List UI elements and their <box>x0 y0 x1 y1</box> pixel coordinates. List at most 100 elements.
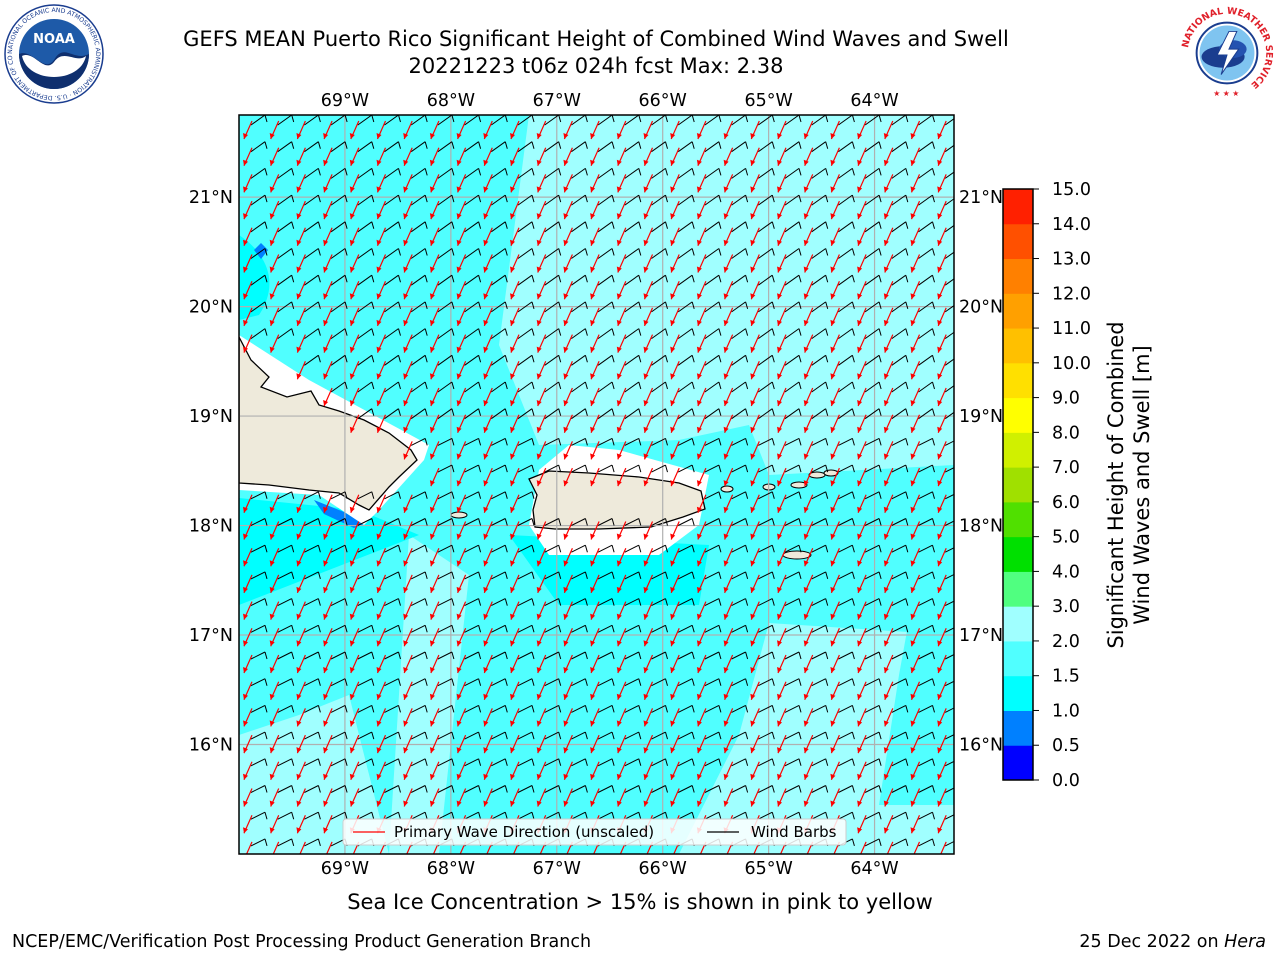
wave-direction-arrowhead <box>536 747 542 754</box>
lat-label-left: 16°N <box>189 736 233 756</box>
wave-direction-arrowhead <box>830 560 836 567</box>
wave-direction-arrowhead <box>376 560 382 567</box>
wave-direction-arrowhead <box>323 613 329 620</box>
puerto-rico-land <box>528 470 706 530</box>
wave-direction-arrowhead <box>830 506 836 513</box>
wind-barb-flag <box>584 328 588 336</box>
wave-direction-arrow <box>299 841 306 854</box>
wind-barb-flag <box>638 168 642 176</box>
wave-direction-arrowhead <box>376 159 382 166</box>
wave-direction-arrowhead <box>323 773 329 780</box>
wave-direction-arrowhead <box>403 293 409 300</box>
wave-direction-arrowhead <box>643 346 649 353</box>
wave-direction-arrowhead <box>269 266 275 273</box>
wind-barb <box>784 758 800 767</box>
wind-barb-flag <box>905 328 909 336</box>
wind-barb <box>571 221 586 233</box>
wind-barb-flag <box>905 438 909 446</box>
wind-barb <box>838 731 853 740</box>
wind-barb-flag <box>398 141 401 149</box>
wind-barb <box>357 354 373 366</box>
wind-barb <box>704 141 720 153</box>
wind-barb-flag <box>932 438 935 446</box>
wind-barb-flag <box>878 141 882 149</box>
wind-barb <box>864 167 880 179</box>
wave-direction-arrowhead <box>269 319 275 326</box>
wave-direction-arrowhead <box>590 533 596 540</box>
wind-barb-flag <box>371 545 375 553</box>
wave-direction-arrow <box>245 841 253 854</box>
wave-direction-arrowhead <box>696 533 702 540</box>
wave-direction-arrowhead <box>857 239 863 246</box>
wind-barb-flag <box>718 464 722 473</box>
wave-direction-arrowhead <box>269 693 275 700</box>
wind-barb-flag <box>371 355 375 363</box>
wind-barb-flag <box>291 678 295 686</box>
wave-direction-arrowhead <box>643 319 649 326</box>
wind-barb <box>758 301 773 313</box>
wind-barb-flag <box>718 705 722 713</box>
wind-barb <box>864 115 880 126</box>
wind-barb <box>544 167 559 179</box>
colorbar-segment <box>1003 675 1033 711</box>
wind-barb-flag <box>851 141 855 149</box>
wave-direction-arrowhead <box>910 400 916 406</box>
wind-barb <box>811 167 826 179</box>
wind-barb-flag <box>451 168 455 176</box>
wave-direction-arrowhead <box>296 720 302 727</box>
wind-barb <box>464 437 479 446</box>
wave-direction-arrowhead <box>403 426 409 433</box>
colorbar-segment <box>1003 432 1033 468</box>
wave-direction-arrowhead <box>616 426 622 433</box>
wind-barb <box>677 544 693 553</box>
wave-direction-arrowhead <box>696 186 702 193</box>
wind-barb <box>597 381 613 393</box>
wind-barb-flag <box>665 221 668 229</box>
wind-barb-flag <box>264 328 268 336</box>
wave-direction-arrowhead <box>536 400 542 406</box>
wind-barb-flag <box>878 464 882 473</box>
wave-direction-arrowhead <box>857 586 863 593</box>
wind-barb-flag <box>478 785 482 793</box>
wind-barb-flag <box>771 518 775 526</box>
wind-barb-flag <box>504 438 508 446</box>
wind-barb <box>784 731 800 740</box>
wind-barb-flag <box>718 355 722 363</box>
wind-barb-flag <box>504 598 508 606</box>
wind-barb <box>758 248 773 259</box>
wind-barb <box>918 785 933 793</box>
wind-barb <box>277 301 292 313</box>
lon-label-bottom: 68°W <box>427 859 475 879</box>
wave-direction-arrowhead <box>616 613 622 620</box>
wind-barb-flag <box>745 812 749 820</box>
wind-barb-flag <box>478 301 482 310</box>
wave-direction-arrowhead <box>243 133 248 139</box>
wind-barb <box>758 408 773 420</box>
wind-barb <box>784 544 800 553</box>
wind-barb-flag <box>905 194 909 203</box>
wind-barb-flag <box>611 438 615 446</box>
wind-barb <box>250 544 266 553</box>
wind-barb-flag <box>531 705 535 713</box>
wave-direction-arrowhead <box>243 720 248 727</box>
wave-direction-arrowhead <box>696 560 702 567</box>
wave-direction-arrowhead <box>243 667 248 673</box>
wind-barb-flag <box>905 545 909 553</box>
wind-barb-flag <box>611 301 615 310</box>
wind-barb <box>491 141 506 153</box>
wind-barb-flag <box>745 275 749 283</box>
wind-barb <box>838 274 853 286</box>
wind-barb <box>250 651 266 660</box>
wind-barb-flag <box>584 758 588 766</box>
wind-barb <box>437 651 453 660</box>
wave-direction-arrowhead <box>643 186 649 193</box>
wave-direction-arrowhead <box>777 159 782 166</box>
wave-direction-arrowhead <box>696 693 702 700</box>
wind-barb <box>410 354 426 366</box>
wind-barb <box>864 354 880 366</box>
wind-barb <box>277 115 292 126</box>
wind-barb-flag <box>611 168 615 176</box>
wind-barb-flag <box>344 598 348 606</box>
wind-barb <box>357 194 373 206</box>
wind-barb-flag <box>504 651 508 660</box>
